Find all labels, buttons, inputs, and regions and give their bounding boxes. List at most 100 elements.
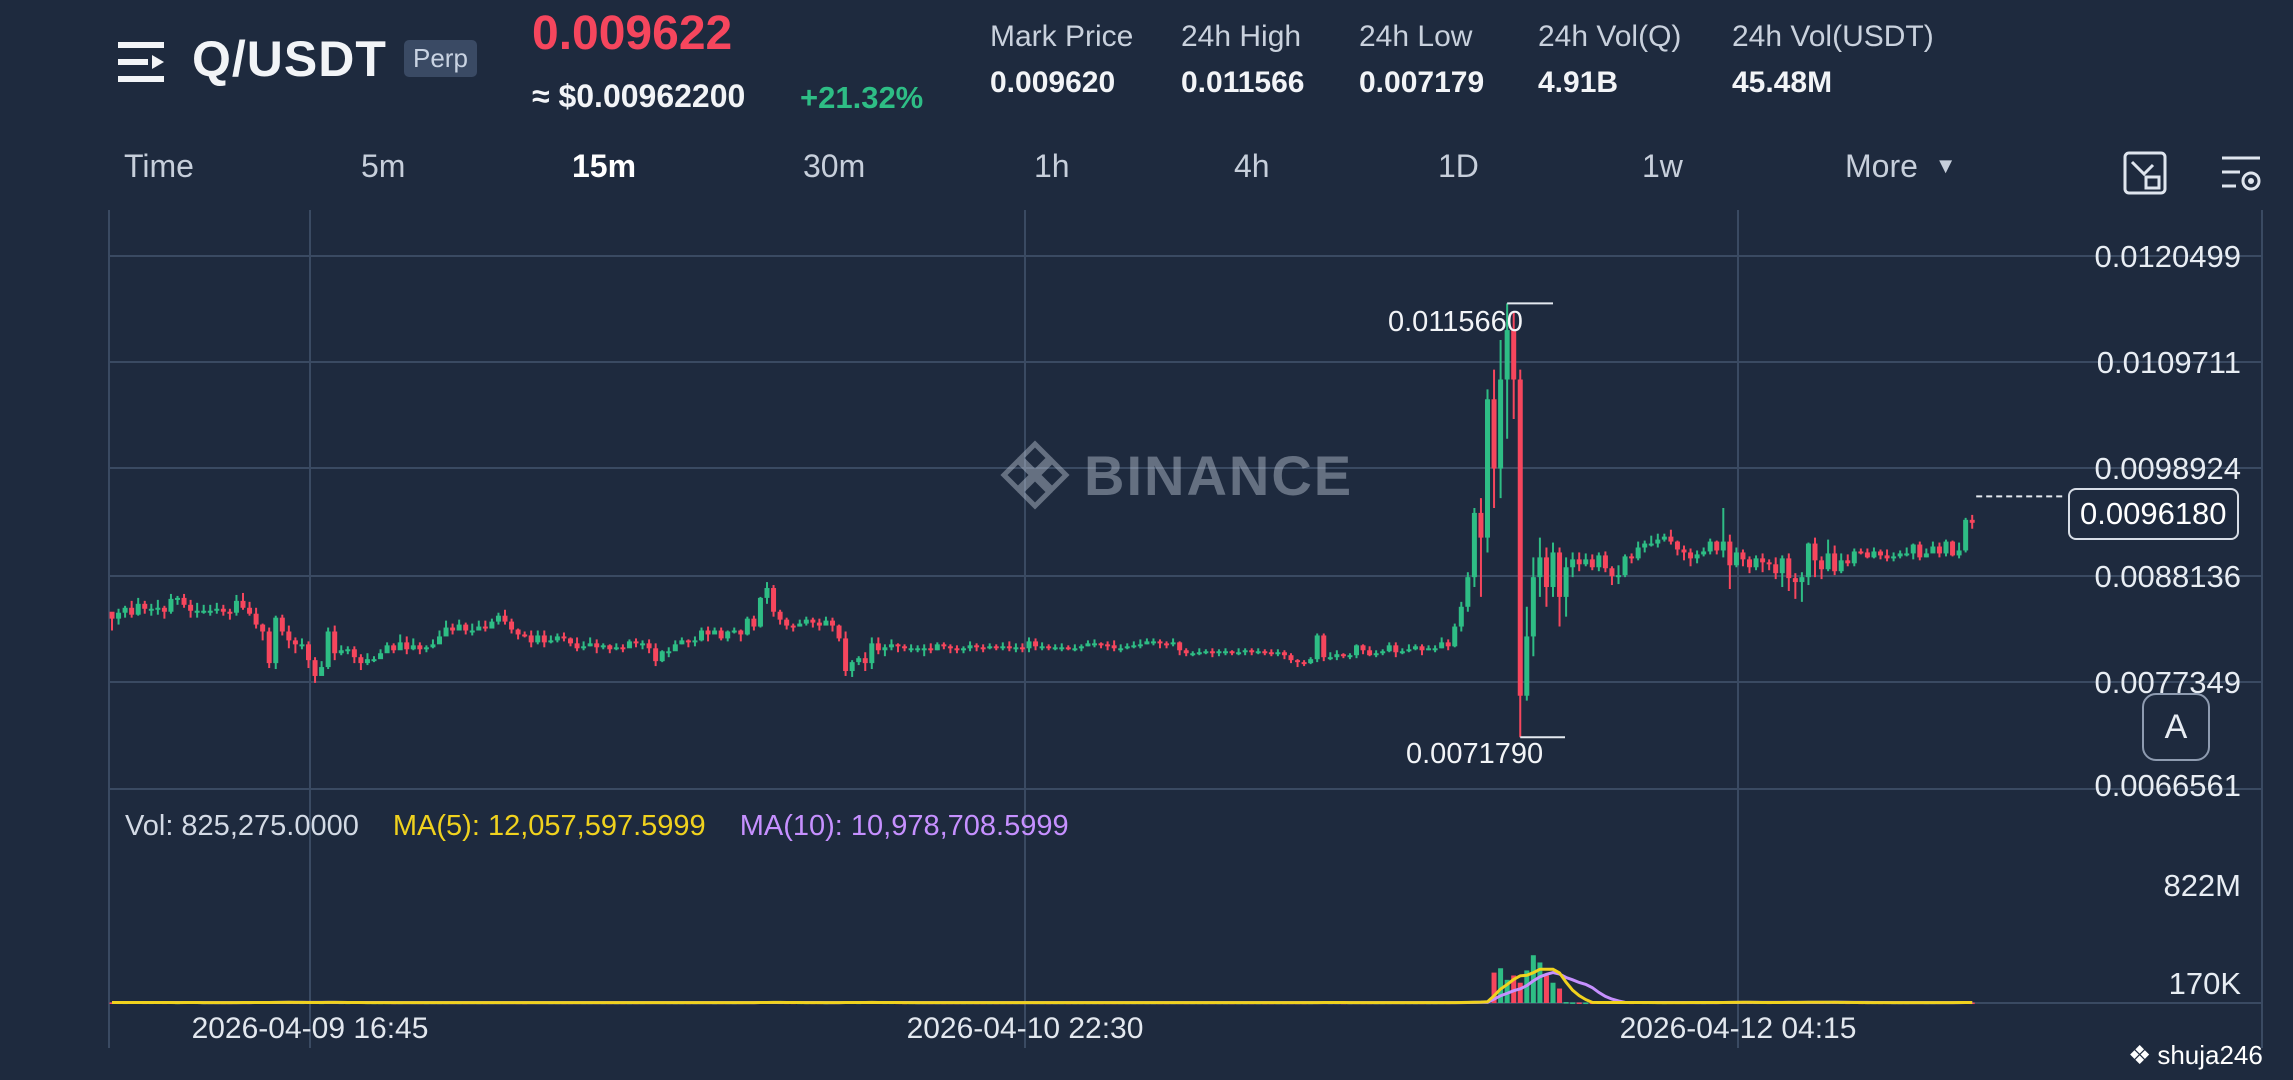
- candle-body: [463, 624, 469, 631]
- stat-24h-low: 24h Low 0.007179: [1359, 20, 1484, 100]
- candle-body: [1386, 645, 1392, 652]
- x-tick-label: 2026-04-09 16:45: [191, 1012, 429, 1045]
- candle-body: [1819, 560, 1825, 570]
- candle-body: [142, 603, 148, 609]
- candle-body: [1917, 544, 1923, 558]
- candle-body: [1478, 512, 1484, 538]
- candle-body: [148, 608, 154, 611]
- candle-body: [1707, 541, 1713, 552]
- high-price-marker: 0.0115660: [1388, 306, 1523, 338]
- candle-body: [1183, 650, 1189, 654]
- interval-4h[interactable]: 4h: [1234, 148, 1270, 184]
- candle-body: [987, 646, 993, 649]
- interval-1w[interactable]: 1w: [1642, 148, 1683, 184]
- candle-body: [1884, 555, 1890, 559]
- candle-body: [443, 627, 449, 637]
- candle-body: [1674, 541, 1680, 550]
- interval-bar: Time 5m 15m 30m 1h 4h 1D 1w More ▼: [0, 148, 2293, 200]
- candle-body: [404, 642, 410, 650]
- candle-body: [816, 622, 822, 626]
- candle-body: [1786, 558, 1792, 579]
- candle-body: [1373, 653, 1379, 656]
- candle-body: [1223, 651, 1228, 654]
- interval-1d[interactable]: 1D: [1438, 148, 1479, 184]
- volume-bar: [1498, 968, 1504, 1003]
- candle-body: [757, 597, 763, 627]
- stat-value: 0.011566: [1181, 66, 1305, 99]
- volume-bar: [1517, 982, 1523, 1003]
- interval-time[interactable]: Time: [124, 148, 194, 184]
- volume-y-tick: 822M: [2163, 868, 2241, 903]
- candle-body: [888, 644, 894, 648]
- candle-body: [1858, 551, 1864, 554]
- candle-body: [1864, 552, 1870, 558]
- candle-body: [1445, 642, 1451, 647]
- candle-body: [1635, 547, 1641, 559]
- candle-body: [286, 631, 292, 641]
- candle-body: [181, 597, 187, 605]
- candle-body: [495, 615, 501, 622]
- candle-body: [1766, 562, 1772, 565]
- candle-body: [1412, 646, 1418, 650]
- candle-body: [1085, 643, 1091, 647]
- candle-body: [1170, 642, 1176, 645]
- current-price-tag: 0.0096180: [2068, 488, 2239, 540]
- candle-body: [594, 643, 600, 648]
- candle-body: [613, 647, 619, 650]
- volume-bar: [1537, 962, 1543, 1003]
- candle-body: [371, 659, 377, 662]
- pair-symbol[interactable]: Q/USDT: [192, 31, 387, 87]
- candle-body: [915, 648, 921, 651]
- binance-watermark: BINANCE: [1000, 440, 1353, 510]
- auto-scale-button[interactable]: A: [2142, 693, 2210, 761]
- candle-body: [902, 646, 908, 649]
- candle-body: [947, 646, 953, 649]
- watermark-credit: ❖ shuja246: [2128, 1040, 2263, 1071]
- candle-body: [974, 645, 980, 648]
- candle-body: [410, 645, 416, 650]
- volume-ma5: MA(5): 12,057,597.5999: [392, 810, 706, 842]
- candle-body: [509, 621, 515, 630]
- candle-body: [1006, 646, 1012, 649]
- candle-body: [1511, 330, 1517, 380]
- menu-icon[interactable]: [118, 40, 170, 84]
- candle-body: [482, 626, 488, 629]
- candle-body: [1209, 651, 1215, 654]
- candle-body: [764, 588, 770, 598]
- candle-body: [1498, 379, 1504, 469]
- candle-body: [1340, 654, 1346, 657]
- candle-body: [1950, 541, 1956, 556]
- candle-body: [1399, 651, 1405, 654]
- candle-body: [1740, 552, 1746, 560]
- candle-body: [1124, 646, 1130, 649]
- candle-body: [1137, 644, 1143, 647]
- stat-label: 24h Vol(Q): [1538, 20, 1682, 53]
- candle-body: [1072, 648, 1078, 651]
- candle-body: [319, 667, 325, 676]
- interval-30m[interactable]: 30m: [803, 148, 866, 184]
- candle-body: [430, 644, 436, 648]
- ticker-header: Q/USDT Perp 0.009622 ≈ $0.00962200 +21.3…: [0, 0, 2293, 140]
- interval-5m[interactable]: 5m: [361, 148, 406, 184]
- candle-body: [450, 627, 456, 631]
- candle-body: [1432, 648, 1438, 651]
- candle-body: [1262, 651, 1268, 654]
- candle-body: [1013, 647, 1019, 650]
- volume-bar: [1543, 975, 1549, 1003]
- usd-price: ≈ $0.00962200: [532, 78, 746, 114]
- interval-15m[interactable]: 15m: [572, 148, 637, 184]
- candle-body: [260, 624, 266, 632]
- candle-body: [384, 645, 390, 654]
- candle-body: [528, 635, 534, 643]
- candle-body: [1092, 643, 1097, 646]
- indicator-settings-icon[interactable]: [2218, 150, 2264, 196]
- volume-bar: [1504, 979, 1510, 1003]
- candle-body: [830, 620, 835, 626]
- candle-body: [1720, 541, 1726, 551]
- candle-body: [522, 634, 528, 637]
- interval-more[interactable]: More ▼: [1845, 148, 1957, 185]
- chart-settings-icon[interactable]: [2122, 150, 2168, 196]
- interval-1h[interactable]: 1h: [1034, 148, 1070, 184]
- candle-body: [1000, 646, 1006, 649]
